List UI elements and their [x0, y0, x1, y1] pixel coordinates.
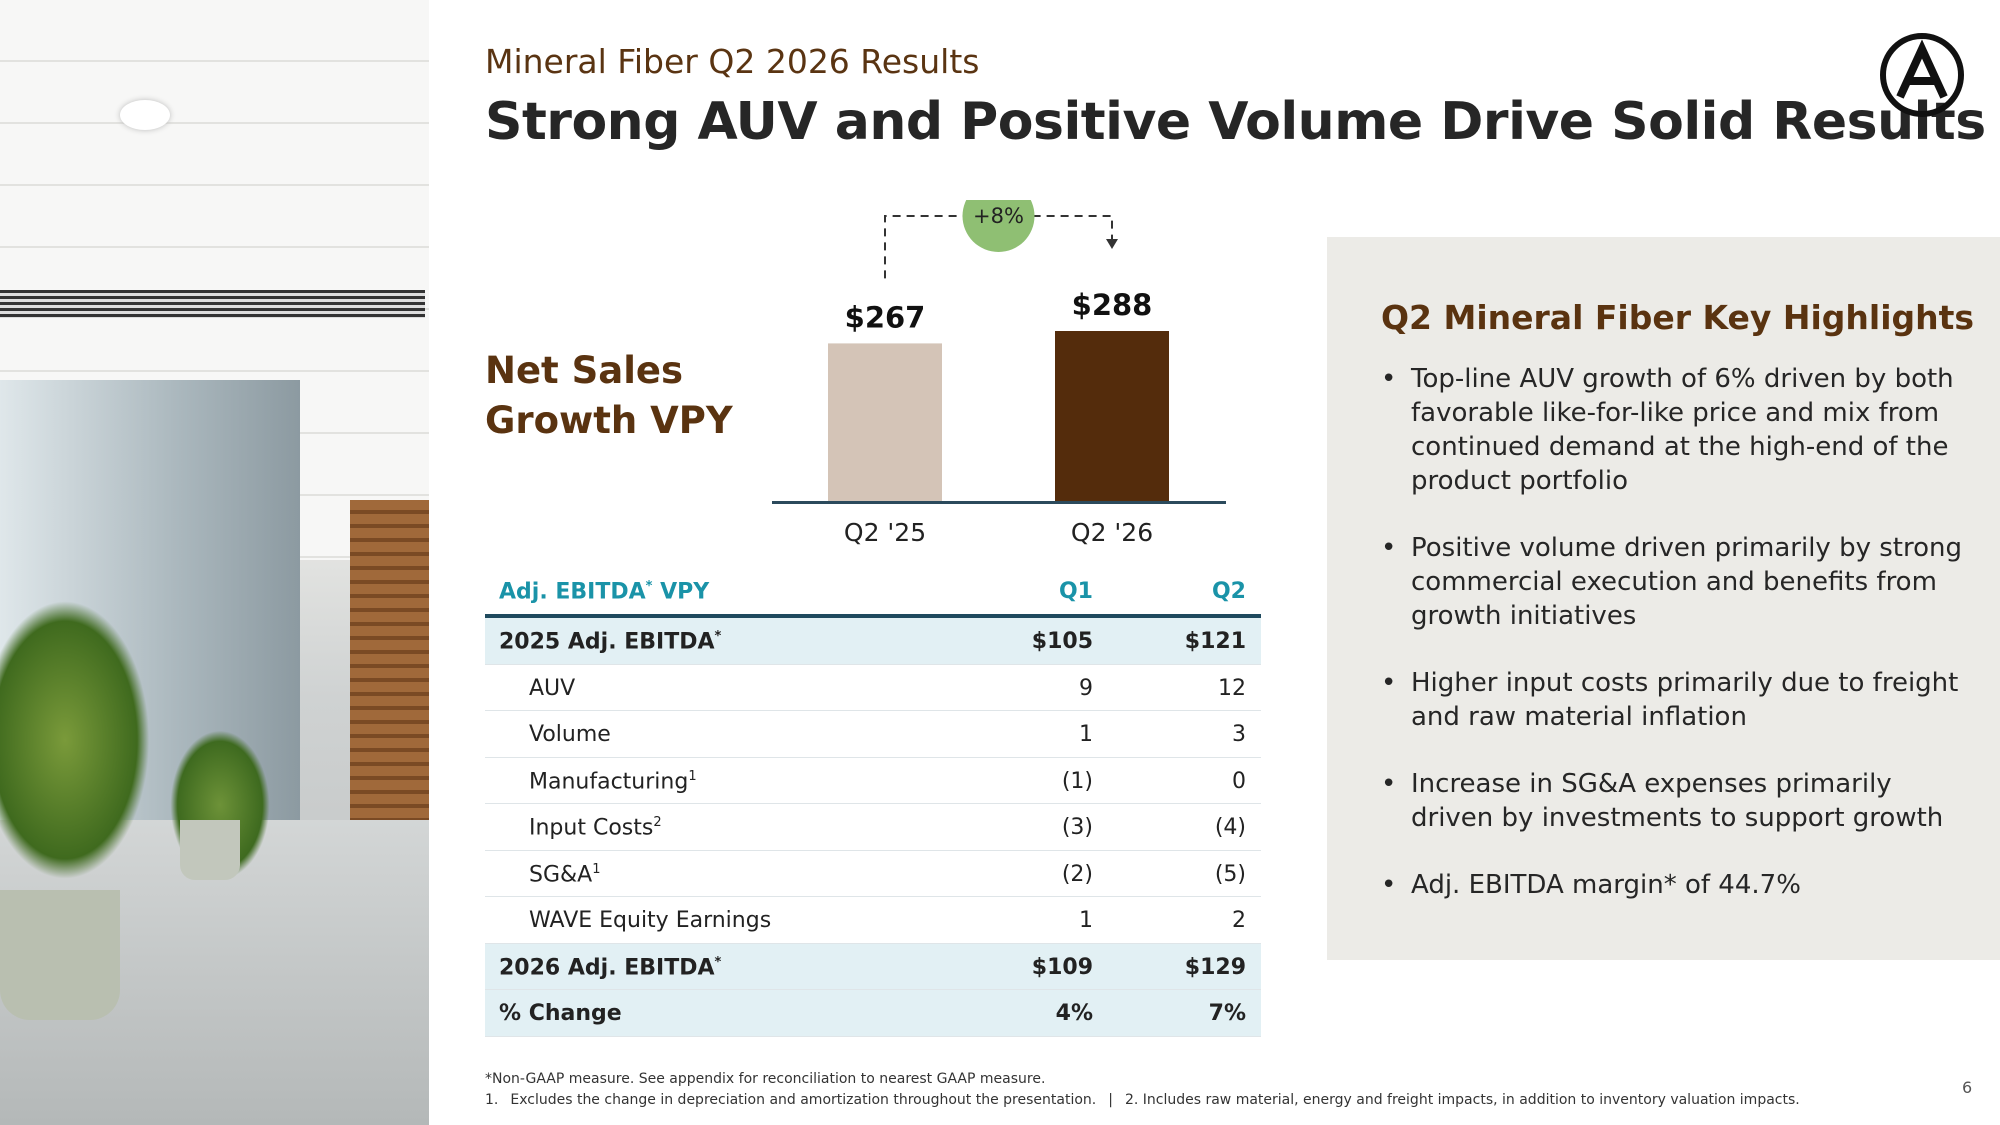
footnote-mark: *: [714, 629, 722, 644]
footnote-mark: 2: [653, 815, 662, 830]
footnote-mark: *: [645, 579, 653, 594]
page-number: 6: [1962, 1078, 1973, 1097]
footnote-part: 2. Includes raw material, energy and fre…: [1124, 1092, 1800, 1108]
label-text: Input Costs: [529, 815, 654, 841]
table-row: WAVE Equity Earnings 1 2: [485, 897, 1261, 944]
bullet: Positive volume driven primarily by stro…: [1381, 531, 1971, 633]
q1-cell: (1): [1061, 768, 1093, 794]
label-text: AUV: [529, 675, 576, 701]
label-text: WAVE Equity Earnings: [529, 908, 772, 933]
bullet: Higher input costs primarily due to frei…: [1381, 666, 1971, 734]
q1-cell: (2): [1061, 861, 1093, 887]
label-text: 2026 Adj. EBITDA: [499, 954, 715, 980]
footnote-mark: 1: [688, 768, 697, 784]
chart: $267 Q2 '25 $288 Q2 '26 +8%: [772, 200, 1226, 547]
x-tick-label: Q2 '26: [1071, 518, 1153, 547]
q2-cell: Q2: [1211, 579, 1246, 604]
footnote-part: Excludes the change in depreciation and …: [510, 1092, 1097, 1108]
footnote: 1. Excludes the change in depreciation an…: [485, 1092, 1812, 1108]
q1-cell: 1: [1079, 908, 1093, 933]
row-label: 2025 Adj. EBITDA*: [499, 629, 721, 654]
table-row: 2025 Adj. EBITDA* $105 $121: [485, 618, 1261, 665]
q1-cell: $109: [1031, 954, 1093, 980]
table-row: Volume 1 3: [485, 711, 1261, 758]
photo: [0, 0, 429, 1125]
ebitda-table: Adj. EBITDA* VPY Q1 Q2 2025 Adj. EBITDA* $10…: [485, 568, 1261, 1037]
annotation: +8%: [973, 204, 1024, 228]
label-text: 2025 Adj. EBITDA: [499, 629, 715, 655]
table-row: % Change 4% 7%: [485, 990, 1261, 1037]
q2-cell: 3: [1232, 722, 1246, 747]
x-tick-label: Q2 '25: [844, 518, 926, 547]
arrow-head: [1106, 239, 1118, 249]
row-label: WAVE Equity Earnings: [529, 908, 771, 933]
q2-cell: (4): [1214, 815, 1246, 840]
bar: [1055, 331, 1169, 501]
value-label: $267: [845, 300, 926, 334]
footnote-mark: *: [714, 954, 722, 970]
q1-cell: 9: [1079, 675, 1093, 701]
row-label: SG&A1: [529, 862, 601, 887]
q2-cell: 12: [1218, 675, 1246, 701]
table-row: SG&A1 (2) (5): [485, 851, 1261, 897]
row-label: % Change: [499, 1001, 622, 1026]
row-label: Volume: [529, 722, 611, 747]
row-label: Adj. EBITDA* VPY: [499, 579, 709, 604]
table-row: Input Costs2 (3) (4): [485, 804, 1261, 851]
title: Strong AUV and Positive Volume Drive Sol…: [485, 92, 1986, 152]
bar: [828, 343, 942, 501]
bullet: Top-line AUV growth of 6% driven by both…: [1381, 362, 1971, 498]
q2-cell: 7%: [1208, 1001, 1246, 1026]
label-text: Adj. EBITDA: [499, 579, 646, 605]
q1-cell: 1: [1079, 722, 1093, 747]
q2-cell: 2: [1232, 908, 1246, 933]
q2-cell: (5): [1214, 861, 1246, 887]
row-label: 2026 Adj. EBITDA*: [499, 955, 721, 980]
table-row: AUV 9 12: [485, 665, 1261, 711]
footnote-part: 1.: [485, 1092, 499, 1108]
row-label: Manufacturing1: [529, 769, 697, 794]
q1-cell: (3): [1061, 815, 1093, 840]
footnote-mark: 1: [592, 861, 601, 877]
label-text: SG&A: [529, 861, 593, 887]
q2-cell: $121: [1184, 629, 1246, 654]
label-text: VPY: [652, 579, 710, 605]
footnote-part: |: [1108, 1092, 1113, 1108]
label-text: % Change: [499, 1001, 622, 1026]
value-label: $288: [1072, 288, 1153, 322]
chart-title: Net Sales Growth VPY: [485, 349, 733, 442]
q1-cell: $105: [1031, 629, 1093, 654]
q2-cell: $129: [1184, 954, 1246, 980]
q2-cell: 0: [1232, 768, 1246, 794]
highlights-title: Q2 Mineral Fiber Key Highlights: [1381, 298, 1975, 337]
label-text: Manufacturing: [529, 768, 689, 794]
label-text: Volume: [529, 722, 611, 747]
table-row: Manufacturing1 (1) 0: [485, 758, 1261, 804]
row-label: AUV: [529, 676, 575, 701]
bullet: Adj. EBITDA margin* of 44.7%: [1381, 868, 1971, 902]
highlights-list: Top-line AUV growth of 6% driven by both…: [1381, 362, 1971, 935]
table-row: Adj. EBITDA* VPY Q1 Q2: [485, 568, 1261, 618]
logo: [1880, 33, 1964, 117]
q1-cell: Q1: [1058, 579, 1093, 604]
q1-cell: 4%: [1055, 1001, 1093, 1026]
growth-badge: [962, 200, 1035, 252]
bullet: Increase in SG&A expenses primarily driv…: [1381, 767, 1971, 835]
subtitle: Mineral Fiber Q2 2026 Results: [485, 42, 980, 81]
table-row: 2026 Adj. EBITDA* $109 $129: [485, 943, 1261, 990]
footnote: *Non-GAAP measure. See appendix for reco…: [485, 1071, 1046, 1087]
row-label: Input Costs2: [529, 815, 662, 840]
